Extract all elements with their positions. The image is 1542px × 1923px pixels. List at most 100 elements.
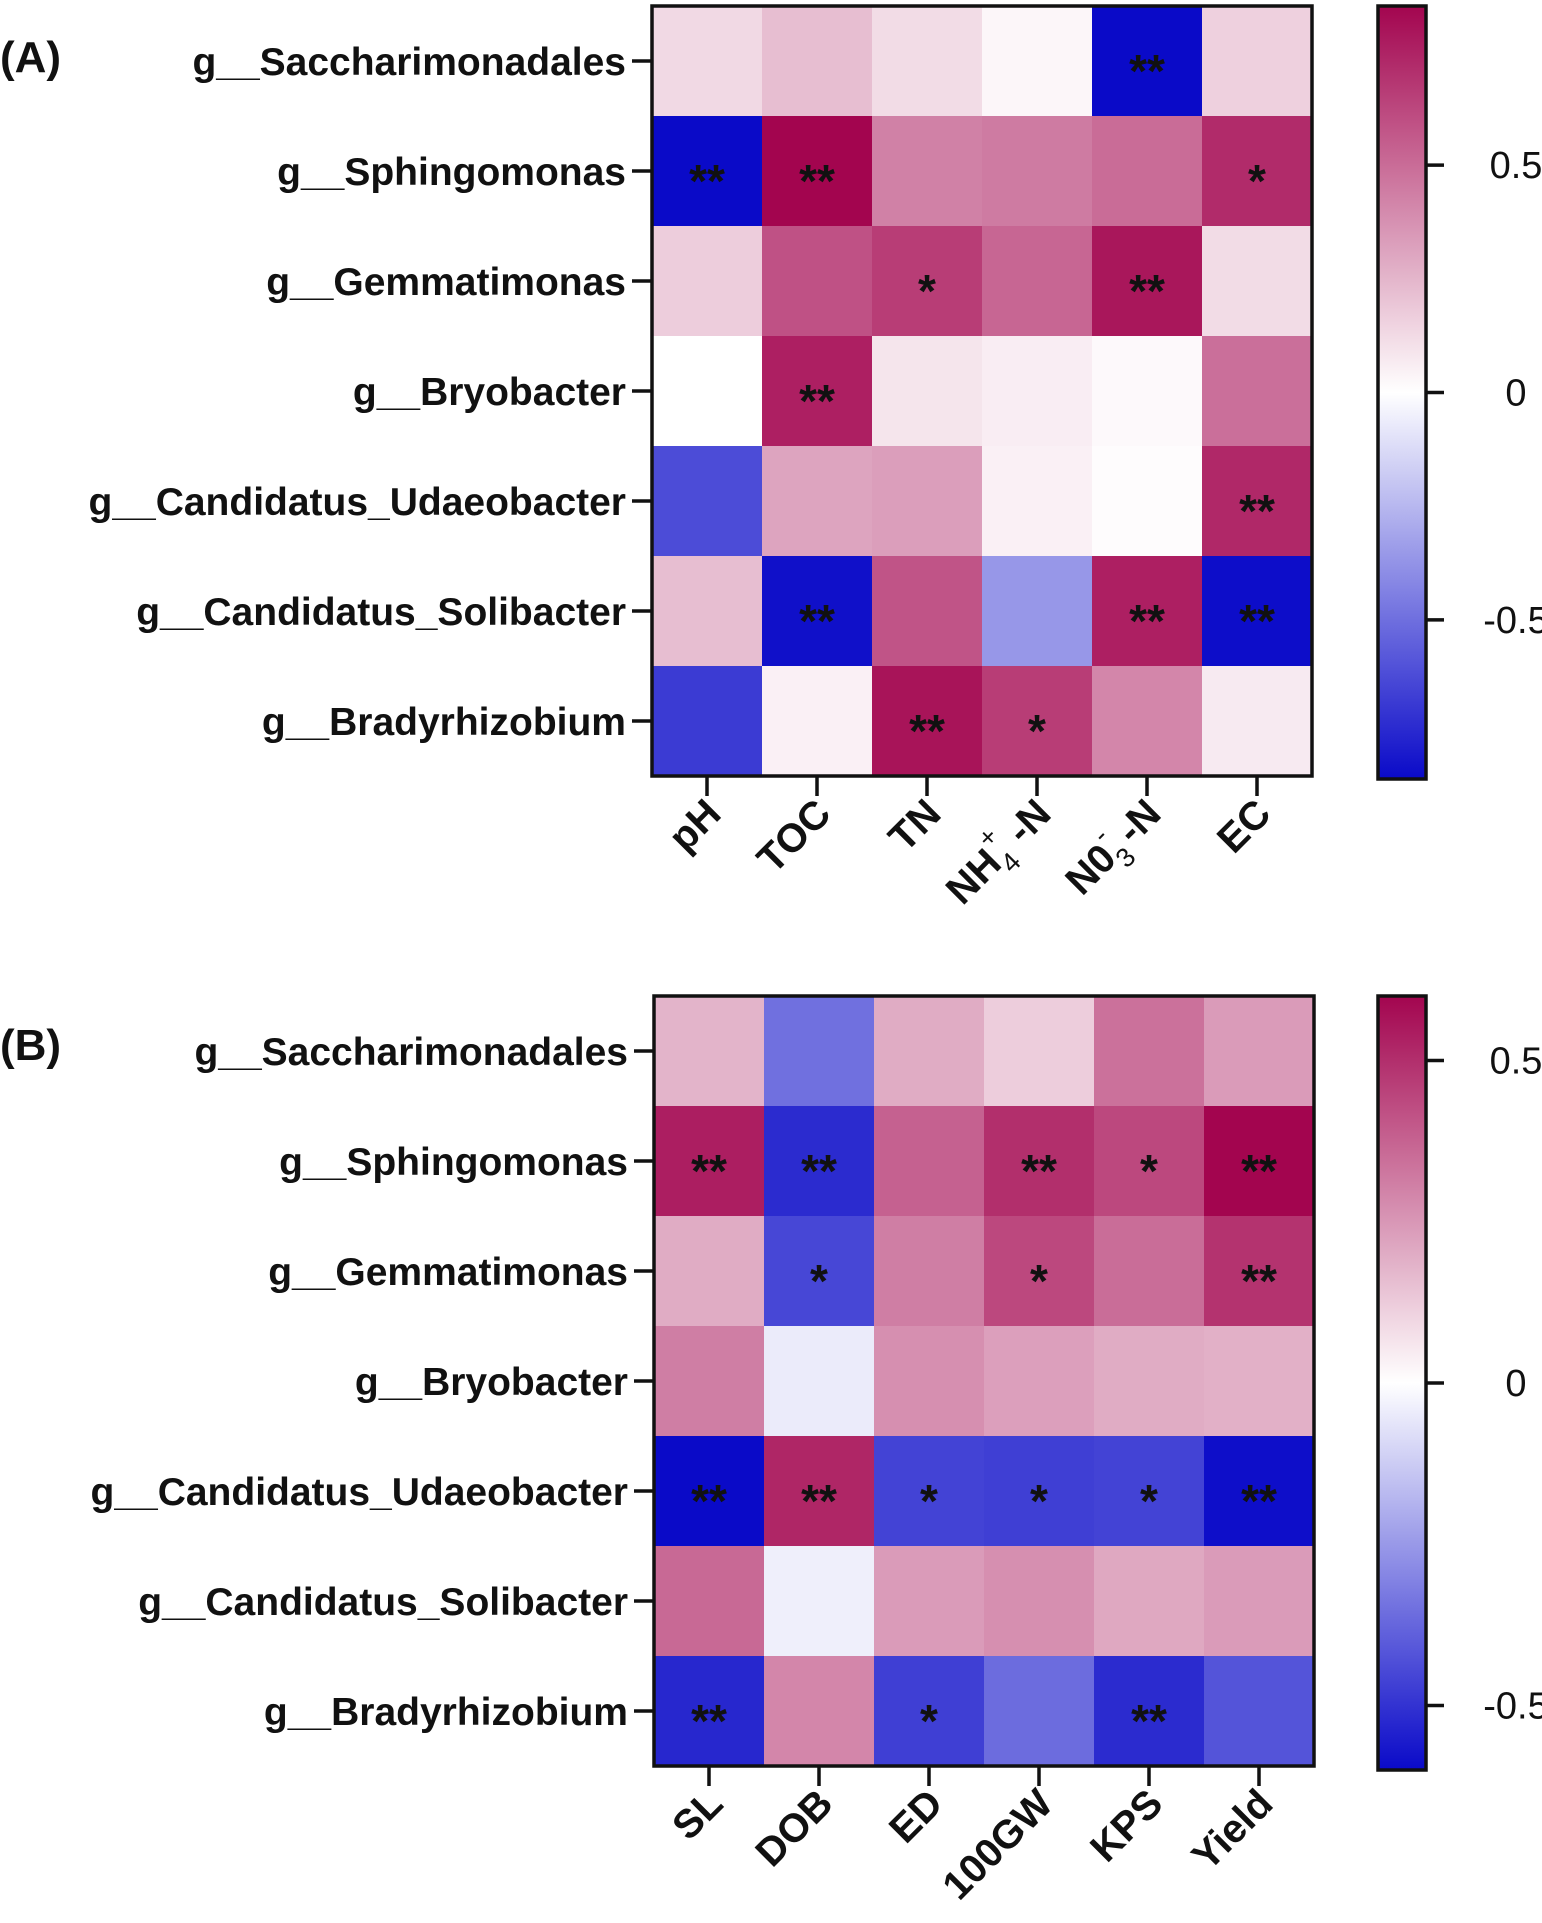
heatmap-cell (762, 556, 873, 667)
heatmap-cell (652, 116, 763, 227)
column-label-main: EC (1209, 791, 1279, 861)
column-label-tail: -N (991, 791, 1060, 860)
heatmap-cell (1092, 556, 1203, 667)
colorbar (1376, 4, 1428, 781)
significance-marker: * (920, 1695, 938, 1747)
heatmap-cell (872, 6, 983, 117)
significance-marker: * (1140, 1475, 1158, 1527)
heatmap-cell (654, 1656, 765, 1767)
heatmap-cell (764, 1216, 875, 1327)
significance-marker: * (810, 1255, 828, 1307)
heatmap-cell (982, 226, 1093, 337)
significance-marker: ** (801, 1475, 837, 1527)
heatmap-cell (874, 1216, 985, 1327)
heatmap-cell (984, 1326, 1095, 1437)
heatmap-cell (654, 1326, 765, 1437)
heatmap-cell (764, 996, 875, 1107)
significance-marker: ** (801, 1145, 837, 1197)
panel-label: (B) (0, 1021, 61, 1070)
colorbar-tick-label: 0.5 (1490, 1041, 1542, 1083)
significance-marker: ** (799, 155, 835, 207)
heatmap-cell (1092, 226, 1203, 337)
heatmap-cell (984, 996, 1095, 1107)
colorbar-tick-label: 0 (1505, 1363, 1526, 1405)
heatmap-cell (1094, 1656, 1205, 1767)
heatmap-cell (764, 1326, 875, 1437)
heatmap-cell (1204, 1656, 1315, 1767)
heatmap-cell (654, 1216, 765, 1327)
significance-marker: ** (1239, 485, 1275, 537)
heatmap-cell (872, 666, 983, 777)
column-label: DOB (747, 1781, 841, 1875)
column-label: pH (661, 791, 730, 860)
significance-marker: ** (1131, 1695, 1167, 1747)
heatmap-cell (874, 996, 985, 1107)
column-label: Yield (1184, 1781, 1282, 1879)
heatmap-cell (1202, 6, 1313, 117)
row-label: g__Gemmatimonas (266, 261, 626, 304)
column-label-main: Yield (1184, 1781, 1282, 1879)
significance-marker: * (1248, 155, 1266, 207)
heatmap-cell (874, 1546, 985, 1657)
colorbar-tick-label: 0.5 (1490, 145, 1542, 187)
heatmap-cell (872, 116, 983, 227)
heatmap-cell (874, 1326, 985, 1437)
significance-marker: ** (1129, 45, 1165, 97)
heatmap-cell (762, 446, 873, 557)
heatmap-cell (652, 446, 763, 557)
heatmap-cell (1204, 1106, 1315, 1217)
column-label: SL (664, 1781, 731, 1848)
column-label-main: TOC (749, 791, 839, 881)
column-label: TOC (749, 791, 839, 881)
colorbar-tick-label: -0.5 (1483, 1686, 1542, 1728)
colorbar (1376, 994, 1428, 1772)
significance-marker: ** (909, 705, 945, 757)
heatmap-cell (652, 336, 763, 447)
column-label-main: DOB (747, 1781, 841, 1875)
heatmap-cell (984, 1216, 1095, 1327)
heatmap-cell (764, 1106, 875, 1217)
heatmap-panel-a: (A) **** ** ** ******** ** **** *g__Saccharimon… (0, 4, 1542, 913)
row-label: g__Candidatus_Udaeobacter (89, 481, 627, 524)
heatmap-cell (1202, 446, 1313, 557)
heatmap-cell (654, 1106, 765, 1217)
column-label-tail: -N (1101, 791, 1170, 860)
heatmap-cell (652, 556, 763, 667)
significance-marker: ** (1241, 1145, 1277, 1197)
heatmap-cell (1092, 666, 1203, 777)
significance-marker: * (920, 1475, 938, 1527)
row-label: g__Bryobacter (353, 371, 626, 414)
row-label: g__Candidatus_Solibacter (138, 1581, 628, 1624)
heatmap-cell (654, 996, 765, 1107)
heatmap-cell (762, 116, 873, 227)
heatmap-cell (1202, 226, 1313, 337)
column-label: TN (881, 791, 950, 860)
heatmap-cell (872, 446, 983, 557)
heatmap-cell (982, 116, 1093, 227)
significance-marker: * (1140, 1145, 1158, 1197)
heatmap-cell (1204, 1326, 1315, 1437)
column-label-main: pH (661, 791, 730, 860)
heatmap-cell (1094, 1216, 1205, 1327)
heatmap-cell (1092, 446, 1203, 557)
row-label: g__Sphingomonas (279, 1141, 628, 1184)
significance-marker: ** (1129, 265, 1165, 317)
heatmap-cell (982, 336, 1093, 447)
heatmap-cell (872, 556, 983, 667)
heatmap-cell (652, 226, 763, 337)
heatmap-cell (764, 1436, 875, 1547)
row-label: g__Saccharimonadales (192, 41, 626, 84)
significance-marker: ** (1129, 595, 1165, 647)
heatmap-cell (764, 1656, 875, 1767)
significance-marker: * (1028, 705, 1046, 757)
significance-marker: ** (1239, 595, 1275, 647)
heatmap-cell (874, 1656, 985, 1767)
heatmap-cell (652, 6, 763, 117)
heatmap-cell (654, 1436, 765, 1547)
significance-marker: ** (1241, 1475, 1277, 1527)
significance-marker: ** (799, 375, 835, 427)
row-label: g__Bradyrhizobium (262, 701, 626, 744)
heatmap-cell (1204, 1546, 1315, 1657)
heatmap-cell (982, 446, 1093, 557)
